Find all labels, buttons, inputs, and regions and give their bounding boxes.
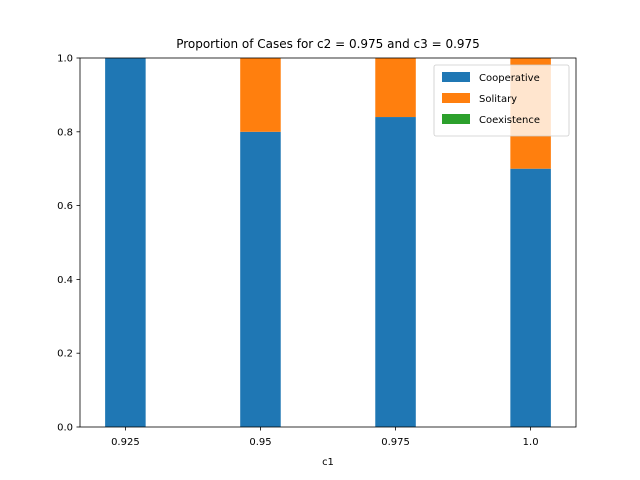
y-tick-label: 0.4 [57,275,73,286]
legend-swatch-cooperative [442,72,470,82]
legend: Cooperative Solitary Coexistence [433,64,570,137]
bar-cooperative-0 [105,58,146,427]
x-tick-label: 1.0 [523,437,539,448]
legend-label-solitary: Solitary [479,94,517,105]
y-tick-label: 1.0 [57,54,73,65]
bars-group [105,58,551,428]
legend-label-cooperative: Cooperative [479,73,540,84]
x-tick-label: 0.95 [249,437,271,448]
x-axis: 0.925 0.95 0.975 1.0 [111,427,539,448]
bar-cooperative-1 [240,131,281,428]
y-tick-label: 0.6 [57,201,73,212]
x-tick-label: 0.975 [381,437,410,448]
y-tick-label: 0.8 [57,127,73,138]
y-tick-label: 0.0 [57,423,73,434]
bar-solitary-2 [375,58,416,118]
legend-swatch-coexistence [442,114,470,124]
y-tick-label: 0.2 [57,349,73,360]
bar-cooperative-2 [375,117,416,427]
bar-cooperative-3 [510,168,551,427]
chart-title: Proportion of Cases for c2 = 0.975 and c… [176,37,480,51]
y-axis: 0.0 0.2 0.4 0.6 0.8 1.0 [57,54,80,434]
legend-swatch-solitary [442,93,470,103]
x-axis-label: c1 [322,457,334,468]
legend-label-coexistence: Coexistence [479,115,540,126]
bar-solitary-1 [240,58,281,132]
plot-frame [79,57,577,428]
x-tick-label: 0.925 [111,437,140,448]
